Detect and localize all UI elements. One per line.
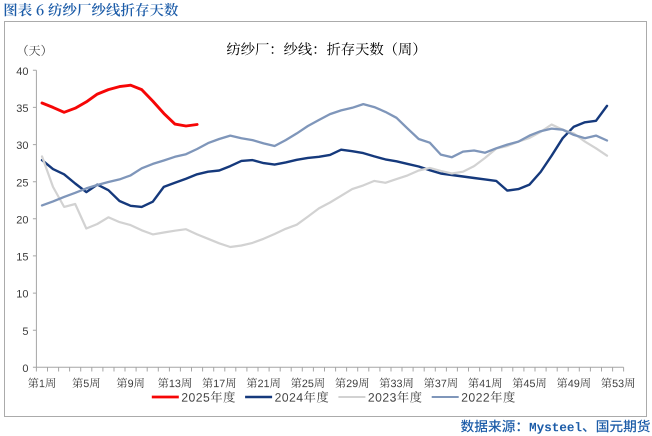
svg-text:35: 35 — [16, 103, 28, 115]
svg-text:15: 15 — [16, 252, 28, 264]
svg-text:0: 0 — [22, 363, 28, 375]
svg-text:20: 20 — [16, 214, 28, 226]
svg-text:5: 5 — [22, 326, 28, 338]
svg-text:10: 10 — [16, 289, 28, 301]
svg-text:40: 40 — [16, 66, 28, 78]
svg-text:25: 25 — [16, 177, 28, 189]
svg-text:30: 30 — [16, 140, 28, 152]
